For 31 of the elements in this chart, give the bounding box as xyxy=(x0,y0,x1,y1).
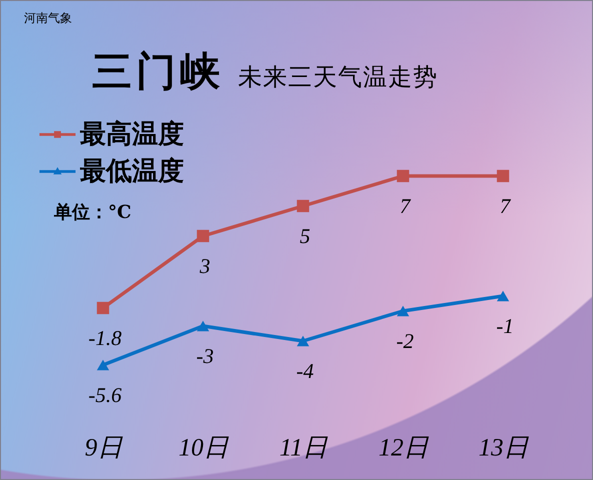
data-label: 7 xyxy=(400,194,412,218)
data-label: -1 xyxy=(496,314,514,338)
point xyxy=(296,336,310,346)
legend-label: 最低温度 xyxy=(79,156,184,186)
data-label: 7 xyxy=(500,194,512,218)
point xyxy=(196,230,210,242)
data-label: -4 xyxy=(296,359,314,383)
point xyxy=(96,302,110,314)
chart-title: 三门峡 xyxy=(92,48,224,95)
x-tick-label: 13日 xyxy=(478,434,530,462)
data-label: -3 xyxy=(196,344,214,368)
point xyxy=(196,320,210,332)
data-label: 5 xyxy=(300,224,310,248)
point xyxy=(396,306,410,316)
x-tick-label: 9日 xyxy=(84,434,124,462)
data-label: 3 xyxy=(198,254,210,278)
x-tick-label: 12日 xyxy=(378,434,430,462)
point xyxy=(296,200,310,212)
point xyxy=(496,290,510,302)
x-tick-label: 10日 xyxy=(178,434,230,462)
point xyxy=(96,360,110,370)
x-tick-label: 11日 xyxy=(279,434,329,462)
data-label: -2 xyxy=(396,329,414,353)
chart-subtitle: 未来三天气温走势 xyxy=(238,63,438,91)
point xyxy=(396,170,410,182)
text: 河南气象 xyxy=(24,10,72,27)
annotation: 单位：°C xyxy=(54,201,132,224)
legend-label: 最高温度 xyxy=(79,120,184,150)
data-label: -1.8 xyxy=(88,326,122,350)
point xyxy=(496,170,510,182)
data-label: -5.6 xyxy=(88,383,122,407)
